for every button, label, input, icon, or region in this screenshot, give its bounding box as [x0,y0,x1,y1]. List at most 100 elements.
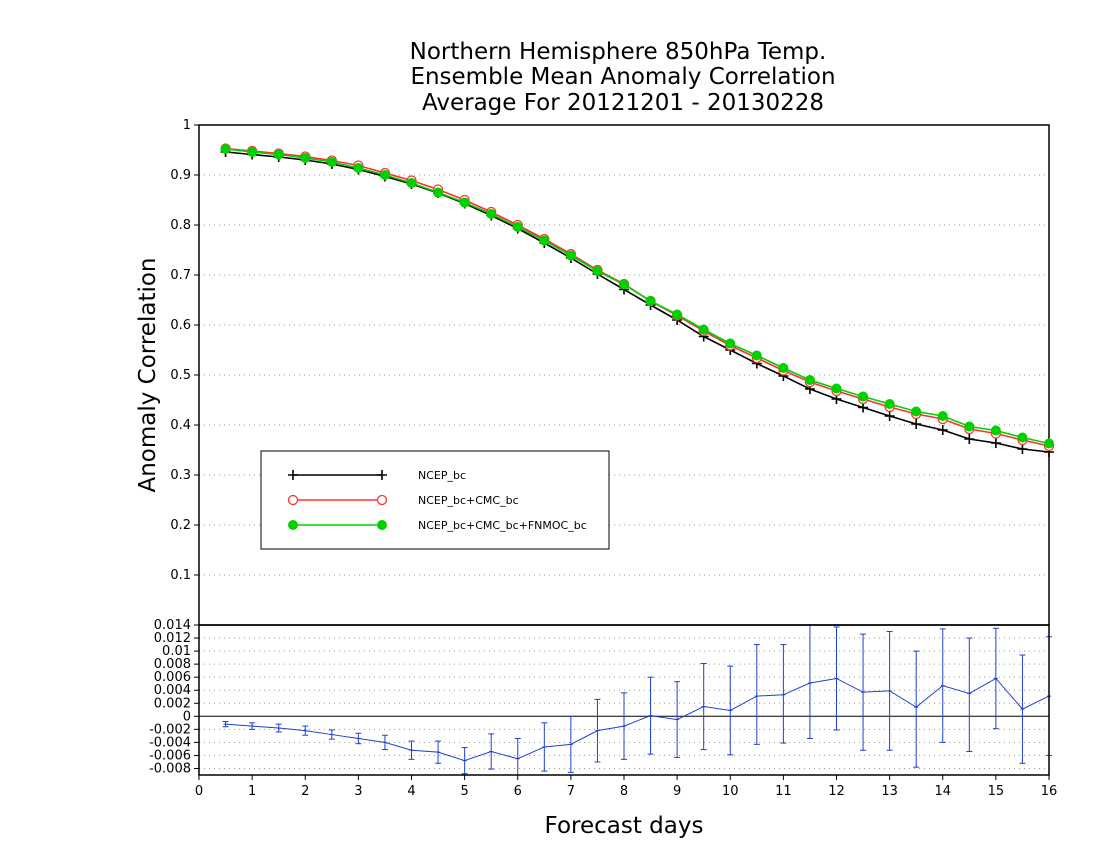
data-point [592,266,603,276]
data-point [353,163,364,173]
data-point [911,419,922,429]
data-point [964,434,975,444]
legend-label: NCEP_bc+CMC_bc [418,494,519,507]
error-bar [913,650,920,768]
main-y-tick-label: 0.3 [170,468,191,483]
x-tick-label: 15 [988,784,1005,799]
data-point [858,391,869,402]
data-point [433,187,444,198]
data-point [725,338,736,349]
x-tick-label: 9 [673,784,681,799]
data-point [698,324,709,335]
data-point [990,425,1001,436]
data-point [459,197,470,208]
data-point [1017,432,1028,443]
x-tick-label: 2 [301,784,309,799]
x-tick-label: 10 [722,784,739,799]
chart-title: Northern Hemisphere 850hPa Temp. Ensembl… [410,39,836,116]
x-tick-label: 0 [195,784,203,799]
data-point [911,406,922,417]
data-point [964,421,975,432]
diff-y-tick-label: -0.004 [149,735,191,750]
data-point [804,375,815,385]
x-tick-label: 11 [775,784,792,799]
data-point [565,250,576,261]
main-y-tick-label: 0.9 [170,168,191,183]
data-point [619,279,629,290]
data-point [247,147,258,157]
data-point [539,235,550,246]
main-y-tick-label: 0.7 [170,268,191,283]
error-bar [966,637,973,753]
x-tick-label: 1 [248,784,256,799]
main-y-tick-label: 0.4 [170,418,191,433]
title-line-3: Average For 20121201 - 20130228 [422,90,824,116]
legend-marker [377,470,387,480]
main-y-tick-label: 0.6 [170,318,191,333]
main-y-tick-label: 0.1 [170,568,191,583]
legend-item: NCEP_bc+CMC_bc+FNMOC_bc [288,519,587,532]
data-point [672,309,683,320]
data-point [486,209,497,219]
x-tick-label: 12 [828,784,845,799]
data-point [831,383,842,394]
x-tick-label: 16 [1041,784,1058,799]
diff-y-tick-label: 0.008 [154,657,191,672]
diff-frame [198,624,1050,776]
legend: NCEP_bc NCEP_bc+CMC_bc NCEP_bc+CMC_bc+FNMO… [260,450,610,550]
title-line-1: Northern Hemisphere 850hPa Temp. [410,39,827,65]
diff-y-tick-label: 0.01 [162,644,191,659]
x-tick-label: 5 [460,784,468,799]
legend-marker [376,494,388,506]
data-point [326,157,337,167]
title-line-2: Ensemble Mean Anomaly Correlation [410,64,835,90]
x-tick-label: 4 [407,784,415,799]
x-axis-label: Forecast days [545,813,704,839]
data-point [858,402,869,413]
data-point [512,222,523,232]
main-y-tick-label: 0.8 [170,218,191,233]
data-point [937,411,948,421]
diff-y-tick-label: 0.004 [154,683,191,698]
legend-item: NCEP_bc+CMC_bc [287,494,519,507]
error-bar [780,644,787,744]
main-y-tick-label: 0.5 [170,368,191,383]
diff-y-tick-label: 0.006 [154,670,191,685]
legend-item: NCEP_bc [288,469,466,482]
x-tick-label: 6 [514,784,522,799]
x-tick-label: 7 [567,784,575,799]
difference-line [225,677,1050,762]
difference-panel: -0.008-0.006-0.004-0.00200.0020.0040.006… [149,618,1057,799]
x-tick-label: 8 [620,784,628,799]
data-point [300,153,311,163]
data-point [937,425,948,435]
y-axis-label: Anomaly Correlation [135,257,161,492]
diff-y-tick-label: 0 [183,709,191,724]
series-0 [220,147,1054,457]
series-2 [220,144,1054,449]
legend-label: NCEP_bc [418,469,466,482]
data-point [1044,438,1054,449]
data-point [273,149,284,160]
data-point [220,144,231,154]
legend-label: NCEP_bc+CMC_bc+FNMOC_bc [418,519,587,532]
x-tick-label: 3 [354,784,362,799]
legend-marker [377,520,387,530]
diff-y-tick-label: 0.002 [154,696,191,711]
data-point [379,170,390,180]
data-point [751,350,762,361]
data-point [645,296,656,306]
main-y-tick-label: 1 [183,118,191,133]
diff-y-tick-label: -0.002 [149,722,191,737]
diff-y-tick-label: -0.008 [149,761,191,776]
main-y-tick-label: 0.2 [170,518,191,533]
data-point [1017,444,1028,454]
data-point [778,363,789,373]
main-panel: 0.1 0.2 0.3 0.4 0.5 0.6 0.7 0.8 0.9 1 [170,118,1055,626]
error-bar [806,624,813,739]
diff-y-tick-label: -0.006 [149,748,191,763]
error-bar [514,737,521,776]
data-point [884,411,895,421]
diff-y-tick-label: 0.014 [154,618,191,633]
